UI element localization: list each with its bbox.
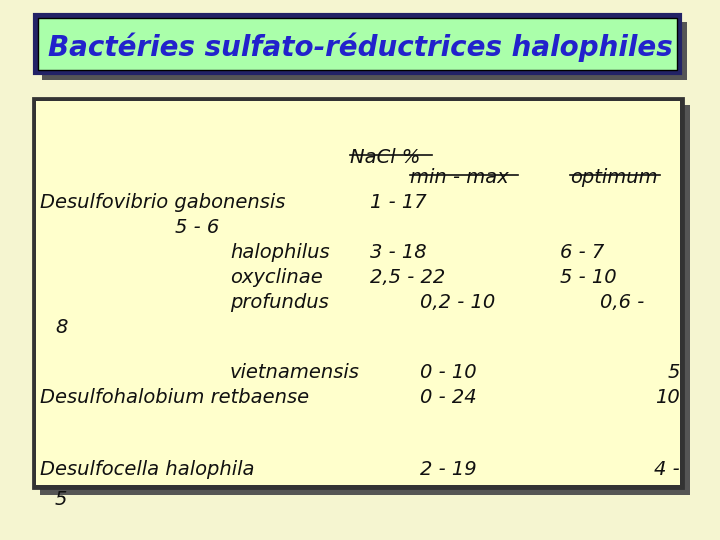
Bar [38, 18, 677, 70]
Text: 0,2 - 10: 0,2 - 10 [420, 293, 495, 312]
Text: Desulfovibrio gabonensis: Desulfovibrio gabonensis [40, 193, 285, 212]
Text: Desulfohalobium retbaense: Desulfohalobium retbaense [40, 388, 309, 407]
Text: Desulfocella halophila: Desulfocella halophila [40, 460, 254, 479]
Bar [36, 101, 680, 485]
Text: profundus: profundus [230, 293, 329, 312]
Text: 5 - 6: 5 - 6 [175, 218, 220, 237]
Bar [35, 15, 680, 73]
Text: 5: 5 [55, 490, 68, 509]
Text: Bactéries sulfato-réductrices halophiles: Bactéries sulfato-réductrices halophiles [48, 32, 672, 62]
Text: 6 - 7: 6 - 7 [560, 243, 604, 262]
Text: 1 - 17: 1 - 17 [370, 193, 427, 212]
Text: NaCl %: NaCl % [350, 148, 420, 167]
Text: 4 -: 4 - [654, 460, 680, 479]
Text: 0 - 24: 0 - 24 [420, 388, 477, 407]
Text: 2 - 19: 2 - 19 [420, 460, 477, 479]
Text: oxyclinae: oxyclinae [230, 268, 323, 287]
Text: 3 - 18: 3 - 18 [370, 243, 427, 262]
Text: optimum: optimum [570, 168, 657, 187]
Text: 5: 5 [667, 363, 680, 382]
Text: 0,6 -: 0,6 - [600, 293, 644, 312]
Text: 10: 10 [655, 388, 680, 407]
Bar [40, 105, 690, 495]
Text: vietnamensis: vietnamensis [230, 363, 360, 382]
Text: 8: 8 [55, 318, 68, 337]
Text: 5 - 10: 5 - 10 [560, 268, 616, 287]
Text: halophilus: halophilus [230, 243, 330, 262]
Bar [42, 22, 687, 80]
Text: 0 - 10: 0 - 10 [420, 363, 477, 382]
Text: min - max: min - max [410, 168, 509, 187]
Text: 2,5 - 22: 2,5 - 22 [370, 268, 445, 287]
Bar [33, 98, 683, 488]
